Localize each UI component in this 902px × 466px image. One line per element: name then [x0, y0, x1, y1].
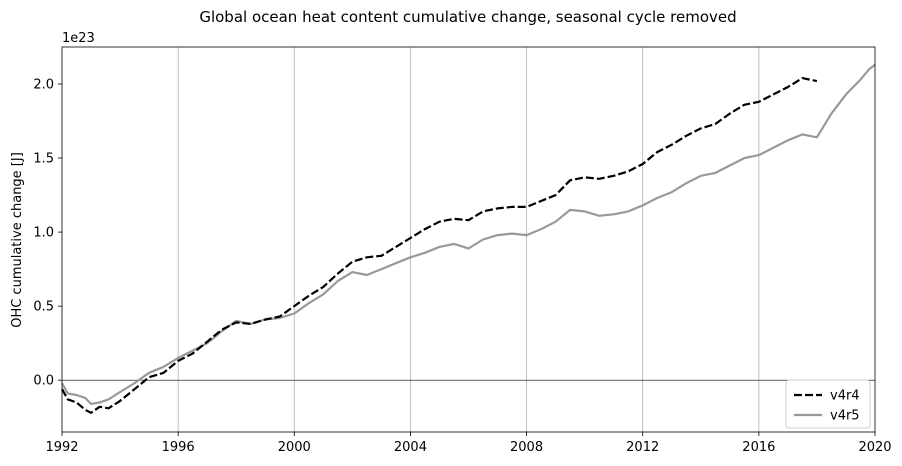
- x-tick-label: 1992: [45, 440, 78, 455]
- chart-title: Global ocean heat content cumulative cha…: [199, 8, 736, 26]
- y-tick-label: 0.5: [33, 300, 54, 315]
- series-line-v4r5: [61, 63, 876, 405]
- legend-label-v4r4: v4r4: [830, 389, 860, 404]
- x-tick-label: 2008: [510, 440, 543, 455]
- y-offset-label: 1e23: [62, 31, 95, 46]
- x-tick-label: 1996: [162, 440, 195, 455]
- x-tick-label: 2000: [278, 440, 311, 455]
- series-layer: [61, 63, 876, 414]
- legend: v4r4 v4r5: [785, 379, 871, 429]
- legend-label-v4r5: v4r5: [830, 409, 860, 424]
- x-tick-label: 2004: [394, 440, 427, 455]
- y-tick-label: 0.0: [33, 374, 54, 389]
- series-line-v4r4: [61, 76, 818, 414]
- x-tick-label: 2012: [626, 440, 659, 455]
- y-axis-label: OHC cumulative change [J]: [10, 152, 25, 328]
- y-tick-label: 2.0: [33, 78, 54, 93]
- x-tick-label: 2016: [742, 440, 775, 455]
- y-tick-label: 1.0: [33, 226, 54, 241]
- plot-frame: [61, 46, 876, 433]
- y-tick-label: 1.5: [33, 152, 54, 167]
- x-tick-label: 2020: [858, 440, 891, 455]
- grid-lines: [177, 47, 760, 432]
- axes: 1992 1996 2000 2004 2008 2012 2016 2020 0.0 0.5 1.…: [33, 46, 892, 455]
